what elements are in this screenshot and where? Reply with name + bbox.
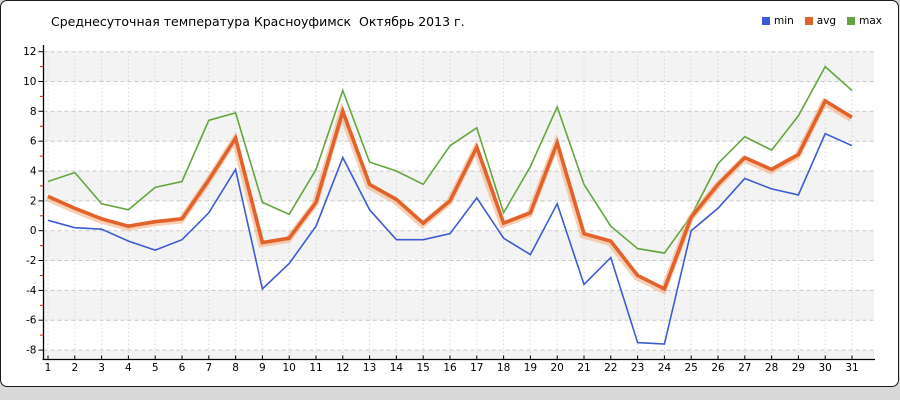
legend-label-min: min [773,15,794,27]
svg-text:5: 5 [152,362,159,374]
svg-text:14: 14 [390,362,404,374]
legend-label-max: max [859,15,882,27]
svg-text:24: 24 [658,362,672,374]
chart-title: Среднесуточная температура Красноуфимск … [51,14,465,29]
svg-text:30: 30 [819,362,832,374]
svg-text:17: 17 [470,362,483,374]
svg-text:1: 1 [45,362,52,374]
svg-text:29: 29 [792,362,805,374]
svg-text:15: 15 [417,362,430,374]
min-series-swatch [761,17,770,25]
svg-text:20: 20 [551,362,564,374]
svg-text:6: 6 [179,362,186,374]
svg-text:22: 22 [604,362,617,374]
svg-text:21: 21 [577,362,590,374]
svg-text:7: 7 [205,362,212,374]
svg-text:2: 2 [30,195,37,207]
legend: min avg max [761,15,882,27]
svg-text:-4: -4 [26,285,37,297]
avg-series-swatch [804,17,813,25]
svg-text:-8: -8 [26,345,36,357]
svg-text:-2: -2 [26,255,36,267]
svg-text:18: 18 [497,362,510,374]
max-series-line [47,65,853,254]
svg-text:19: 19 [524,362,537,374]
svg-text:28: 28 [765,362,778,374]
svg-text:3: 3 [98,362,105,374]
svg-text:12: 12 [336,362,349,374]
svg-text:12: 12 [23,46,36,58]
legend-label-avg: avg [816,15,837,27]
legend-item-avg: avg [804,15,837,27]
svg-text:8: 8 [30,106,37,118]
avg-series-line [47,98,853,292]
svg-text:13: 13 [363,362,376,374]
svg-text:31: 31 [845,362,858,374]
svg-text:0: 0 [30,225,37,237]
svg-text:10: 10 [283,362,296,374]
svg-text:16: 16 [443,362,457,374]
svg-text:10: 10 [23,76,36,88]
legend-item-max: max [847,15,882,27]
svg-text:6: 6 [30,136,37,148]
svg-text:26: 26 [711,362,725,374]
svg-text:8: 8 [232,362,239,374]
svg-text:25: 25 [685,362,698,374]
min-series-line [47,132,853,345]
svg-text:4: 4 [30,166,37,178]
svg-text:2: 2 [71,362,78,374]
max-series-swatch [847,17,856,25]
chart-card: Среднесуточная температура Красноуфимск … [0,0,899,387]
svg-text:27: 27 [738,362,751,374]
svg-text:11: 11 [309,362,322,374]
svg-text:-6: -6 [26,315,37,327]
legend-item-min: min [761,15,794,27]
svg-text:9: 9 [259,362,266,374]
svg-text:23: 23 [631,362,644,374]
svg-text:4: 4 [125,362,132,374]
